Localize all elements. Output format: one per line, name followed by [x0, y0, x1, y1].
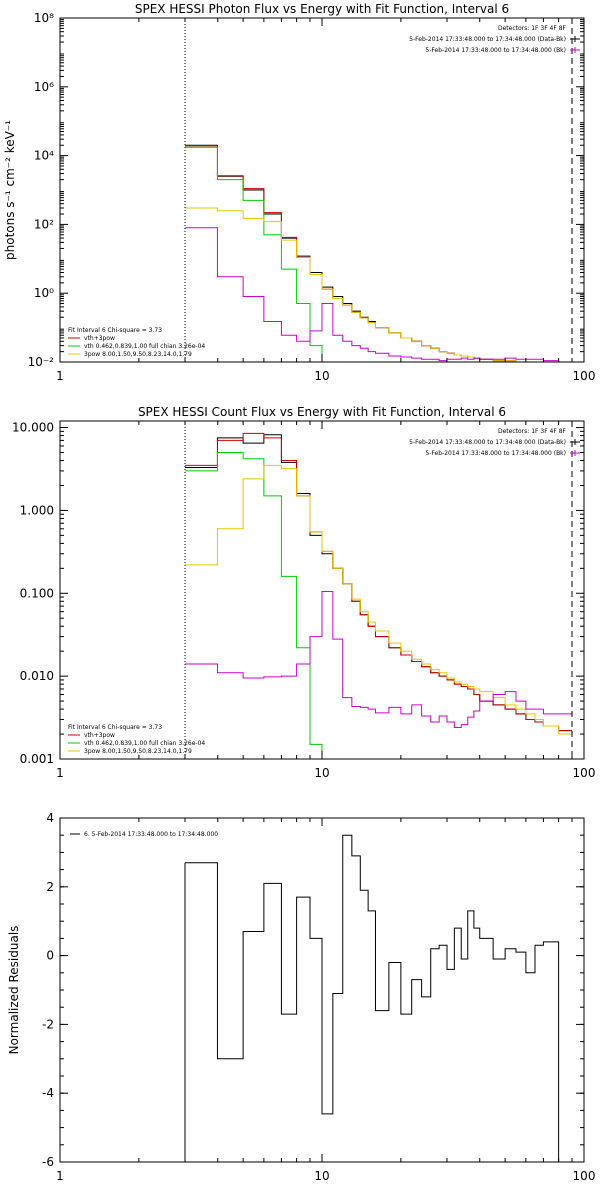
series-line-3pow — [185, 464, 573, 735]
x-tick-label: 100 — [573, 766, 596, 780]
legend-top-right-text: Detectors: 1F 3F 4F 8F — [498, 25, 567, 32]
y-tick-label: 2 — [46, 880, 54, 894]
legend-top-right-text: 5-Feb-2014 17:33:48.000 to 17:34:48.000 … — [409, 439, 566, 446]
y-tick-label: 10⁸ — [34, 11, 54, 25]
x-tick-label: 100 — [573, 1169, 596, 1183]
y-tick-label: 0.001 — [20, 752, 54, 766]
y-tick-label: 1.000 — [20, 503, 54, 517]
y-tick-label: 0.100 — [20, 586, 54, 600]
y-axis-label: photons s⁻¹ cm⁻² keV⁻¹ — [3, 120, 17, 260]
legend-bottom-left-text: vth+3pow — [84, 335, 115, 342]
legend-bottom-left-text: 3pow 8.00,1.50,9.50,8.23,14.0,1.79 — [84, 351, 192, 358]
legend-top-right-text: 5-Feb-2014 17:33:48.000 to 17:34:48.000 … — [425, 47, 566, 54]
y-tick-label: 0 — [46, 949, 54, 963]
legend-bottom-left-text: Fit Interval 6 Chi-square = 3.73 — [68, 724, 162, 731]
legend-top-right-text: 5-Feb-2014 17:33:48.000 to 17:34:48.000 … — [409, 36, 566, 43]
y-axis-label: Normalized Residuals — [7, 926, 21, 1055]
legend-top-right-text: 5-Feb-2014 17:33:48.000 to 17:34:48.000 … — [425, 450, 566, 457]
y-tick-label: 10⁰ — [34, 286, 54, 300]
y-tick-label: -6 — [42, 1155, 54, 1169]
y-tick-label: 10² — [34, 217, 54, 231]
y-tick-label: -4 — [42, 1086, 54, 1100]
legend-top-left-text: 6. 5-Feb-2014 17:33:48.000 to 17:34:48.0… — [84, 831, 218, 838]
series-line-vth — [185, 146, 573, 363]
x-tick-label: 1 — [56, 766, 64, 780]
y-tick-label: 10⁴ — [34, 149, 54, 163]
y-tick-label: 4 — [46, 811, 54, 825]
chart-panel-1: SPEX HESSI Photon Flux vs Energy with Fi… — [3, 2, 595, 383]
x-tick-label: 100 — [573, 369, 596, 383]
chart-title: SPEX HESSI Photon Flux vs Energy with Fi… — [135, 2, 509, 16]
chart-panel-3: 1 10 100 -6 -4 -2 0 2 4 Normalized Residuals 6. 5-… — [7, 811, 595, 1183]
legend-top-right-text: Detectors: 1F 3F 4F 8F — [498, 428, 567, 435]
series-line-bk — [185, 227, 573, 363]
legend-bottom-left-text: vth+3pow — [84, 732, 115, 739]
chart-title: SPEX HESSI Count Flux vs Energy with Fit… — [138, 405, 506, 419]
y-tick-label: -2 — [42, 1017, 54, 1031]
x-tick-label: 10 — [314, 766, 329, 780]
legend-bottom-left-text: vth 0.462,0.839,1.00 full chian 3.26e-04 — [84, 740, 205, 747]
y-tick-label: 10⁶ — [34, 80, 54, 94]
legend-bottom-left-text: vth 0.462,0.839,1.00 full chian 3.26e-04 — [84, 343, 205, 350]
x-tick-label: 1 — [56, 1169, 64, 1183]
x-tick-label: 1 — [56, 369, 64, 383]
y-tick-label: 0.010 — [20, 669, 54, 683]
series-line-residuals — [185, 834, 573, 1163]
y-tick-label: 10.000 — [12, 421, 54, 435]
series-line-vth-3pow — [185, 432, 573, 732]
x-tick-label: 10 — [314, 369, 329, 383]
series-line-bk — [185, 591, 573, 728]
chart-panel-2: SPEX HESSI Count Flux vs Energy with Fit… — [12, 405, 595, 780]
legend-bottom-left-text: Fit Interval 6 Chi-square = 3.73 — [68, 327, 162, 334]
x-tick-label: 10 — [314, 1169, 329, 1183]
legend-bottom-left-text: 3pow 8.00,1.50,9.50,8.23,14.0,1.79 — [84, 748, 192, 755]
y-tick-label: 10⁻² — [28, 355, 55, 369]
series-line-vth-3pow — [185, 146, 573, 363]
